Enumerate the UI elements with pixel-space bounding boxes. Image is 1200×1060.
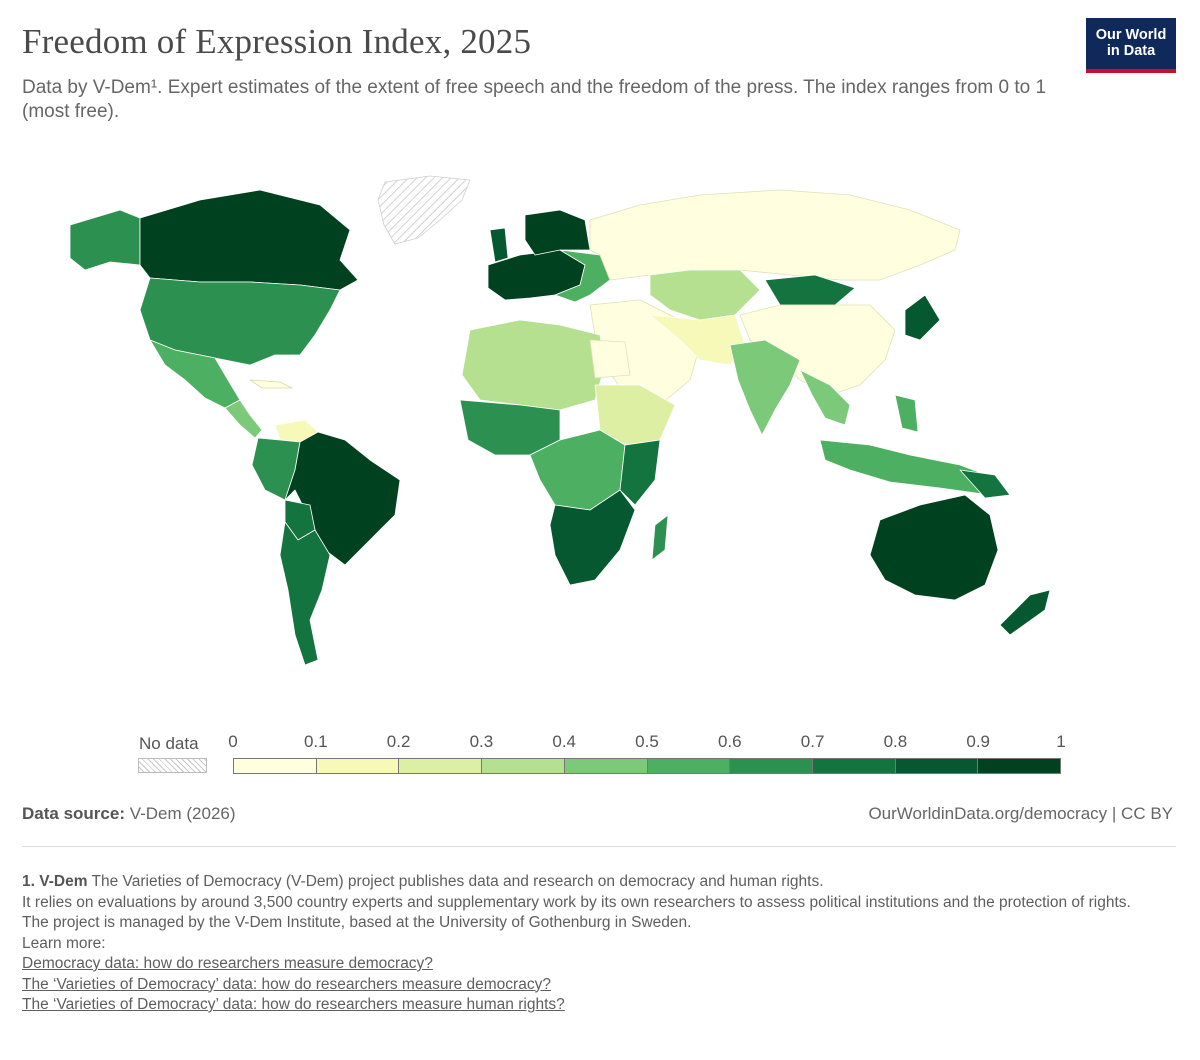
region-egypt[interactable] (589, 339, 631, 379)
page-title: Freedom of Expression Index, 2025 (22, 22, 532, 61)
owid-logo[interactable]: Our World in Data (1086, 18, 1176, 73)
legend-tick-label: 0.1 (303, 732, 328, 751)
region-australia[interactable] (869, 494, 999, 601)
region-central-asia[interactable] (649, 269, 761, 321)
legend-tick-label: 0 (228, 732, 238, 751)
footnote-link-2[interactable]: The ‘Varieties of Democracy’ data: how d… (22, 975, 551, 993)
data-source: Data source: V-Dem (2026) (22, 804, 236, 824)
color-legend: No data 0 0.1 0.2 0.3 0.4 0.5 0.6 0.7 0.8 0.9 1 (0, 728, 1200, 788)
legend-bin-1[interactable] (316, 759, 400, 773)
logo-accent-bar (1086, 69, 1176, 73)
footer-divider (22, 846, 1176, 847)
legend-tick-label: 1 (1056, 732, 1066, 751)
footnote-line-3: The project is managed by the V-Dem Inst… (22, 914, 692, 931)
region-greenland[interactable] (377, 175, 471, 245)
legend-bin-2[interactable] (399, 759, 483, 773)
region-cuba[interactable] (249, 379, 293, 389)
footnote-learn-more: Learn more: (22, 934, 106, 952)
region-southern-cone[interactable] (279, 521, 331, 666)
footnote: 1. V-Dem The Varieties of Democracy (V-D… (22, 872, 1172, 1016)
data-source-label: Data source: (22, 804, 125, 823)
region-alaska[interactable] (69, 209, 141, 271)
region-east-africa[interactable] (619, 439, 661, 506)
region-russia[interactable] (589, 189, 961, 281)
legend-bin-9[interactable] (978, 759, 1061, 773)
footnote-text-1: The Varieties of Democracy (V-Dem) proje… (91, 873, 824, 890)
legend-tick-label: 0.9 (966, 732, 991, 751)
footnote-link-3[interactable]: The ‘Varieties of Democracy’ data: how d… (22, 996, 565, 1013)
legend-color-scale (233, 758, 1061, 774)
region-philippines[interactable] (894, 394, 919, 433)
region-mongolia[interactable] (764, 274, 856, 306)
world-map-svg[interactable] (0, 170, 1200, 680)
region-west-africa[interactable] (459, 399, 561, 456)
legend-bin-4[interactable] (564, 759, 648, 773)
region-indonesia[interactable] (819, 439, 1001, 496)
region-southeast-asia[interactable] (799, 369, 851, 426)
region-png[interactable] (959, 469, 1011, 499)
legend-tick-label: 0.3 (469, 732, 494, 751)
legend-tick-label: 0.4 (552, 732, 577, 751)
legend-tick-label: 0.5 (635, 732, 659, 751)
legend-no-data-swatch[interactable] (138, 758, 207, 773)
legend-bin-5[interactable] (647, 759, 731, 773)
region-central-america[interactable] (224, 399, 263, 439)
legend-no-data-label: No data (139, 734, 199, 753)
logo-line1: Our World (1095, 27, 1167, 43)
page-subtitle: Data by V-Dem¹. Expert estimates of the … (22, 77, 1047, 122)
region-north-africa[interactable] (461, 319, 606, 411)
legend-bin-7[interactable] (812, 759, 896, 773)
footnote-link-1[interactable]: Democracy data: how do researchers measu… (22, 955, 433, 972)
legend-bin-8[interactable] (895, 759, 979, 773)
legend-tick-label: 0.2 (386, 732, 411, 751)
legend-bin-0[interactable] (234, 759, 317, 773)
region-uk-ireland[interactable] (489, 227, 509, 263)
region-madagascar[interactable] (651, 514, 669, 561)
legend-tick-label: 0.7 (800, 732, 825, 751)
legend-bin-3[interactable] (482, 759, 565, 773)
data-source-value: V-Dem (2026) (129, 804, 236, 823)
legend-bin-6[interactable] (730, 759, 813, 773)
footnote-line-1: 1. V-Dem The Varieties of Democracy (V-D… (22, 872, 1172, 893)
world-map[interactable] (0, 170, 1200, 680)
region-scandinavia[interactable] (524, 209, 591, 256)
region-brazil[interactable] (284, 431, 401, 566)
legend-tick-label: 0.6 (717, 732, 742, 751)
footnote-line-2: It relies on evaluations by around 3,500… (22, 893, 1131, 911)
region-japan-korea[interactable] (904, 294, 941, 341)
region-india[interactable] (729, 339, 801, 436)
footnote-marker: 1. V-Dem (22, 873, 88, 890)
legend-tick-label: 0.8 (883, 732, 908, 751)
region-new-zealand[interactable] (999, 589, 1051, 636)
region-southern-africa[interactable] (549, 489, 636, 586)
credit-link[interactable]: OurWorldinData.org/democracy | CC BY (868, 804, 1173, 823)
logo-line2: in Data (1106, 43, 1156, 59)
region-canada[interactable] (139, 189, 359, 291)
